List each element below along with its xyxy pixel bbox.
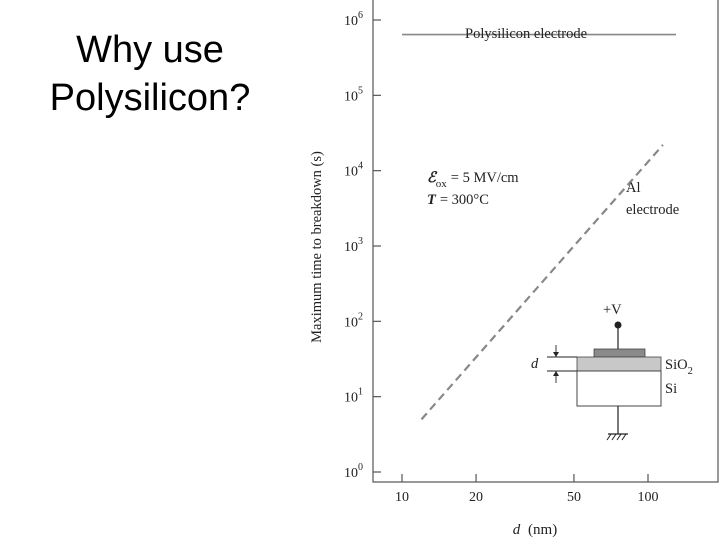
x-tick-label: 50	[567, 490, 581, 505]
y-tick-label: 101	[344, 387, 363, 406]
thickness-label: d	[531, 356, 539, 372]
oxide-subscript: 2	[688, 366, 693, 377]
x-axis-unit: (nm)	[528, 522, 557, 538]
y-tick-label: 104	[344, 161, 363, 180]
field-symbol: ℰ	[427, 170, 438, 186]
thickness-arrowhead-top	[553, 352, 559, 357]
oxide-layer	[576, 356, 662, 372]
device-inset: +V SiO2 Si d	[531, 302, 693, 441]
y-tick-label: 102	[344, 311, 363, 330]
field-annotation: ℰox = 5 MV/cm	[427, 170, 519, 190]
gate-terminal	[614, 321, 622, 329]
slide-title-line2: Polysilicon?	[49, 77, 251, 119]
gate-electrode	[593, 348, 646, 358]
y-axis-label: Maximum time to breakdown (s)	[309, 151, 325, 343]
series-label-polysilicon: Polysilicon electrode	[465, 26, 587, 42]
series-line-al	[420, 144, 664, 421]
field-value: = 5 MV/cm	[451, 170, 520, 186]
y-ticks: 100 101 102 103 104 105 106	[344, 10, 381, 481]
oxide-label-text: SiO	[665, 357, 688, 373]
x-ticks: 10 20 50 100	[395, 474, 659, 505]
plot-frame	[372, 0, 719, 483]
series-label-al-line2: electrode	[626, 202, 679, 218]
y-tick-label: 106	[344, 10, 363, 29]
x-axis-label: d (nm)	[513, 522, 557, 538]
x-tick-label: 20	[469, 490, 483, 505]
temp-value: = 300°C	[440, 192, 489, 208]
slide-title-line1: Why use	[76, 29, 224, 71]
x-tick-label: 10	[395, 490, 409, 505]
substrate	[576, 370, 662, 407]
temperature-annotation: T = 300°C	[427, 192, 489, 208]
voltage-label: +V	[603, 302, 622, 318]
x-axis-var: d	[513, 522, 521, 538]
temp-symbol: T	[427, 192, 437, 208]
ground-icon	[606, 433, 628, 441]
y-tick-label: 105	[344, 85, 363, 104]
series-label-al-line1: Al	[626, 180, 641, 196]
field-subscript: ox	[436, 178, 448, 190]
thickness-arrowhead-bottom	[553, 371, 559, 376]
y-tick-label: 103	[344, 236, 363, 255]
oxide-label: SiO2	[665, 357, 693, 377]
slide-title: Why use Polysilicon?	[30, 26, 270, 122]
x-tick-label: 100	[638, 490, 659, 505]
substrate-label: Si	[665, 381, 677, 397]
series-layer	[402, 33, 677, 421]
y-tick-label: 100	[344, 462, 363, 481]
